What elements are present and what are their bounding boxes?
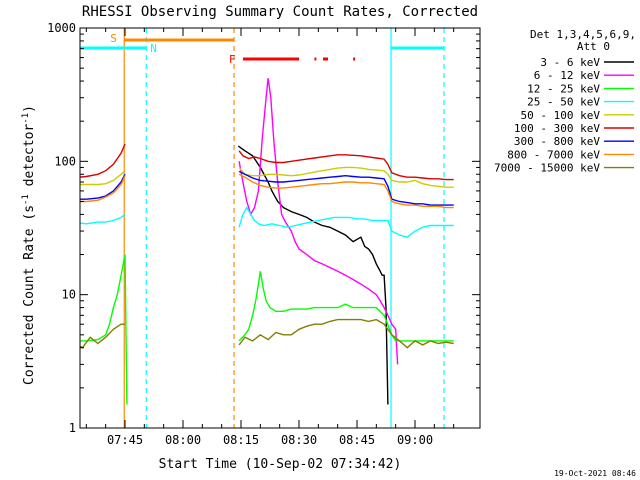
state-bar-label-3: F	[229, 53, 236, 66]
series-line-4	[80, 166, 454, 188]
series-line-8	[80, 318, 454, 349]
state-bar-label-1: S	[110, 32, 117, 45]
legend-label-4: 50 - 100 keV	[521, 109, 601, 122]
plot-content: S N F	[80, 28, 454, 428]
legend-label-2: 12 - 25 keV	[527, 82, 600, 95]
y-axis-label: Corrected Count Rate (s-1 detector-1)	[21, 105, 37, 385]
axes: 1 10 100 1000 07:45 08:00 08:15 08:30 08:45 09:00	[47, 21, 481, 447]
legend-label-0: 3 - 6 keV	[540, 56, 600, 69]
legend-header-detectors: Det 1,3,4,5,6,9,	[530, 28, 636, 41]
series-line-3	[80, 206, 454, 238]
legend-label-3: 25 - 50 keV	[527, 96, 600, 109]
plot-area: S N F	[80, 28, 454, 428]
y-tick-label-1: 10	[62, 288, 76, 302]
legend-label-5: 100 - 300 keV	[514, 122, 600, 135]
x-tick-label-5: 09:00	[397, 433, 433, 447]
x-tick-label-4: 08:45	[339, 433, 375, 447]
x-tick-label-0: 07:45	[107, 433, 143, 447]
x-tick-label-2: 08:15	[223, 433, 259, 447]
chart-title: RHESSI Observing Summary Count Rates, Co…	[82, 4, 478, 20]
legend-label-7: 800 - 7000 keV	[507, 148, 600, 161]
timestamp: 19-Oct-2021 08:46	[554, 469, 636, 478]
y-tick-label-3: 1000	[47, 21, 76, 35]
x-axis-label: Start Time (10-Sep-02 07:34:42)	[159, 457, 402, 472]
legend-label-6: 300 - 800 keV	[514, 135, 600, 148]
series-line-7	[80, 173, 454, 209]
series-line-1	[238, 78, 399, 365]
legend-label-8: 7000 - 15000 keV	[494, 162, 600, 175]
y-tick-label-0: 1	[69, 421, 76, 435]
x-tick-label-3: 08:30	[281, 433, 317, 447]
state-bar-label-2: N	[150, 42, 157, 55]
series-line-5	[80, 143, 454, 181]
legend-header-attenuator: Att 0	[577, 40, 610, 53]
y-tick-label-2: 100	[54, 154, 76, 168]
series-line-6	[80, 170, 454, 206]
series-line-2	[80, 254, 454, 405]
series-line-0	[237, 145, 389, 405]
legend-label-1: 6 - 12 keV	[534, 69, 601, 82]
x-tick-label-1: 08:00	[165, 433, 201, 447]
